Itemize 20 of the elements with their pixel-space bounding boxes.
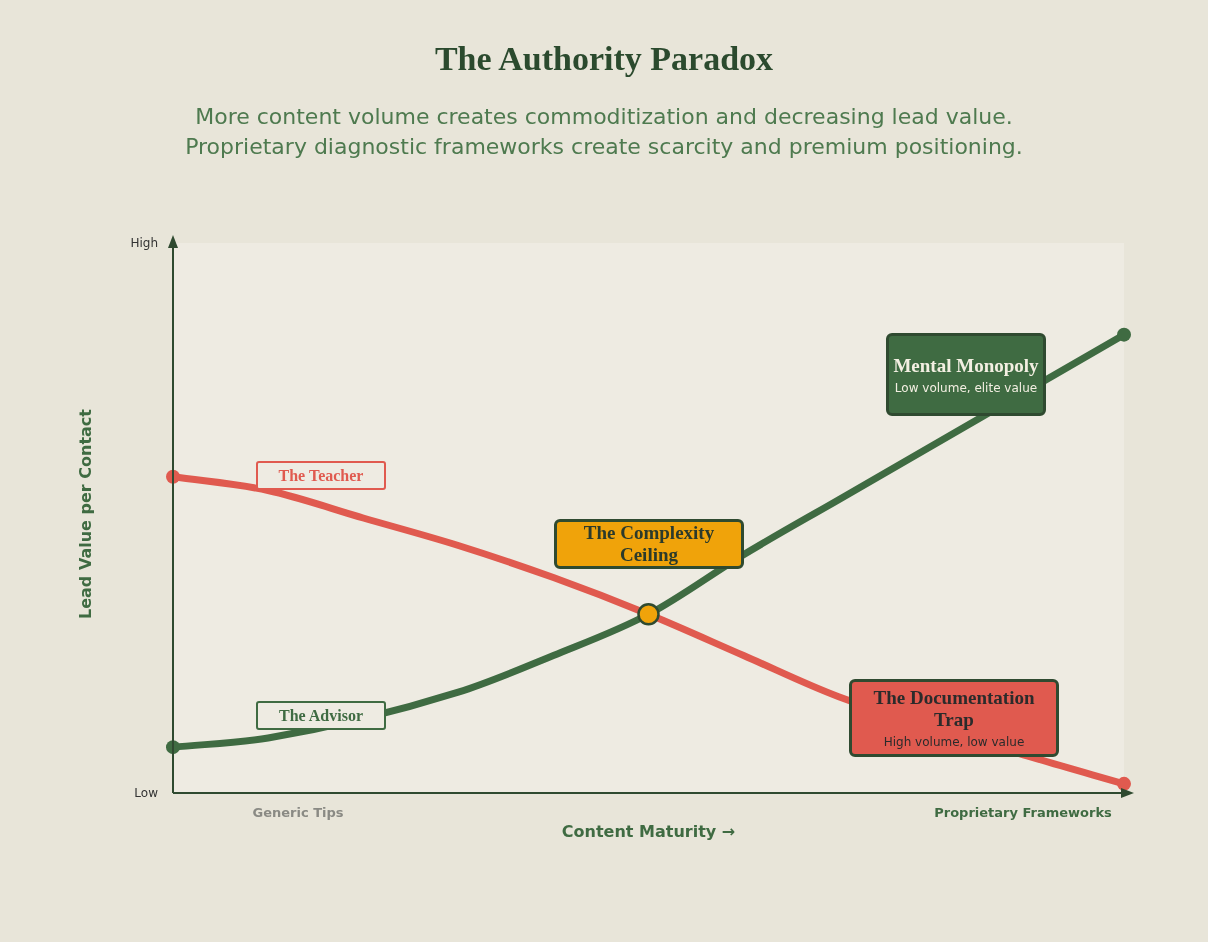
point [1117, 327, 1131, 342]
callout-box: Mental Monopoly Low volume, elite value [886, 333, 1046, 416]
text: High [130, 236, 158, 251]
text: Proprietary Frameworks [934, 805, 1113, 821]
text: Generic Tips [252, 805, 344, 821]
chart-title: The Authority Paradox [433, 40, 775, 78]
annotation: Low volume, elite value [893, 380, 1039, 395]
callout-box: The Complexity Ceiling [554, 519, 744, 569]
chart-subtitle: More content volume creates commoditization and decreasing lead value. Proprietary diagnostic frameworks create scarcity and premium positioning. [184, 103, 1024, 161]
annotation: High volume, low value [882, 735, 1026, 749]
x-axis-title: Content Maturity → [561, 822, 736, 842]
y-axis-title: Lead Value per Contact [76, 408, 96, 619]
annotation: Mental Monopoly [893, 354, 1039, 377]
label-box: The Teacher [256, 461, 386, 490]
annotation: The Complexity Ceiling [582, 522, 716, 566]
annotation: The Documentation Trap [872, 687, 1036, 731]
label-box: The Advisor [256, 701, 386, 730]
point [1117, 776, 1131, 791]
text: Low [134, 786, 159, 801]
callout-box: The Documentation Trap High volume, low value [849, 679, 1059, 757]
